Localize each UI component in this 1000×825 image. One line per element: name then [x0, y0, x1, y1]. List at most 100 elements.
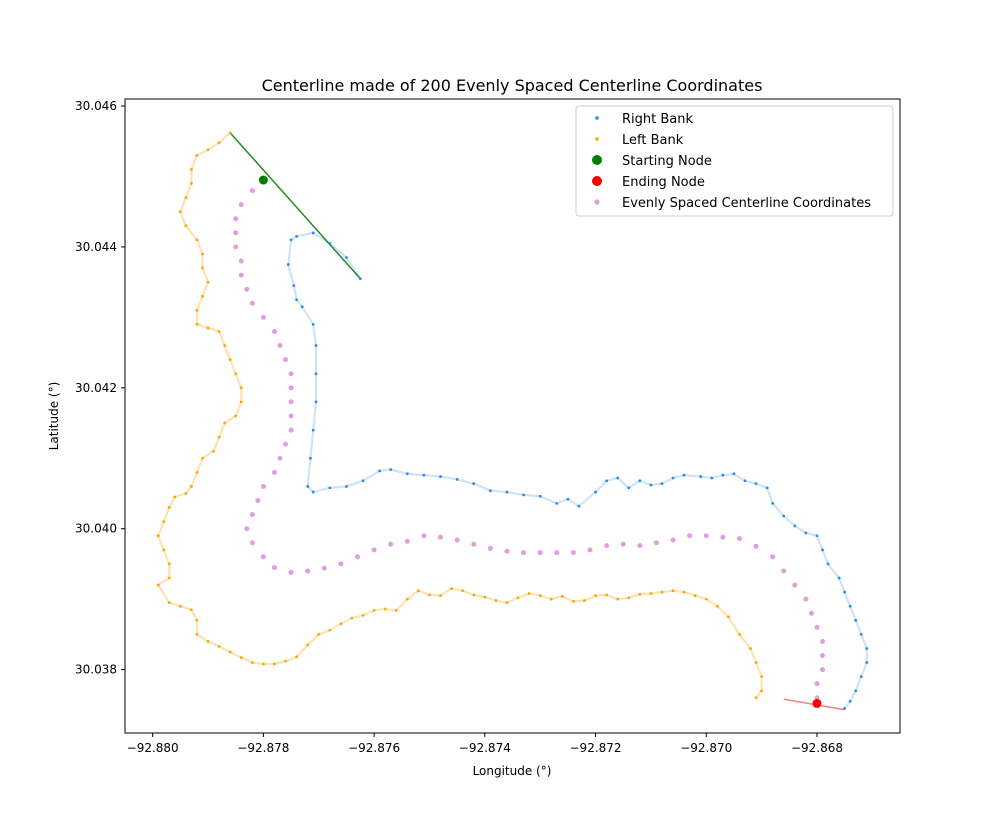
- centerline-point: [814, 695, 820, 701]
- left-bank-point: [206, 148, 210, 152]
- left-bank-point: [306, 643, 310, 647]
- centerline-point: [703, 533, 709, 539]
- legend-label: Ending Node: [622, 175, 705, 190]
- left-bank-point: [206, 326, 210, 330]
- legend-label: Evenly Spaced Centerline Coordinates: [622, 196, 871, 211]
- left-bank-point: [201, 266, 204, 270]
- centerline-point: [388, 541, 394, 547]
- legend-marker: [592, 176, 602, 186]
- left-bank-point: [239, 656, 243, 660]
- centerline-point: [404, 538, 410, 544]
- left-bank-point: [505, 601, 509, 605]
- right-bank-point: [311, 323, 315, 326]
- legend-label: Right Bank: [622, 112, 693, 127]
- centerline-point: [321, 565, 327, 571]
- left-bank-point: [339, 622, 343, 626]
- right-bank-point: [472, 482, 476, 486]
- axes-frame: [124, 98, 901, 734]
- centerline-point: [587, 547, 593, 553]
- legend-marker: [595, 137, 599, 141]
- left-bank-point: [195, 470, 199, 474]
- right-bank-point: [627, 486, 631, 490]
- left-bank-point: [754, 661, 758, 664]
- left-bank-point: [726, 615, 730, 619]
- left-bank-point: [361, 613, 365, 617]
- right-bank-point: [422, 473, 426, 477]
- centerline-point: [249, 512, 255, 518]
- centerline-point: [570, 550, 576, 556]
- left-bank-point: [167, 576, 171, 580]
- left-bank-point: [760, 689, 764, 693]
- centerline-point: [537, 550, 543, 556]
- left-bank-point: [317, 632, 321, 636]
- left-bank-point: [228, 131, 232, 135]
- left-bank-point: [372, 609, 376, 612]
- left-bank-point: [472, 593, 476, 597]
- legend-marker: [595, 116, 599, 120]
- right-bank-point: [732, 472, 736, 476]
- centerline-point: [814, 624, 820, 630]
- centerline-point: [820, 667, 825, 673]
- left-bank-point: [704, 597, 708, 601]
- right-bank-point: [793, 524, 797, 528]
- centerline-point: [653, 540, 659, 546]
- right-bank-point: [804, 531, 808, 535]
- centerline-point: [753, 543, 759, 549]
- x-axis-label: Longitude (°): [473, 764, 552, 778]
- left-bank-point: [693, 594, 697, 598]
- left-bank-point: [217, 141, 221, 145]
- right-bank-point: [743, 479, 747, 483]
- legend-marker: [594, 199, 600, 205]
- centerline-point: [249, 188, 255, 194]
- right-bank-point: [865, 661, 869, 664]
- left-bank-point: [754, 696, 758, 700]
- right-bank-point: [854, 689, 858, 693]
- centerline-point: [454, 537, 460, 543]
- left-bank-point: [173, 495, 177, 499]
- centerline-point: [604, 543, 610, 549]
- right-bank-point: [314, 344, 318, 347]
- left-bank-point: [261, 662, 265, 666]
- right-bank-point: [311, 490, 315, 494]
- right-bank-trace: [287, 231, 868, 710]
- left-bank-point: [184, 196, 188, 200]
- left-bank-point: [228, 650, 232, 654]
- right-bank-point: [328, 242, 332, 245]
- centerline-point: [233, 244, 239, 250]
- x-tick-label: −92.876: [348, 741, 400, 755]
- right-bank-point: [594, 490, 597, 494]
- left-bank-point: [195, 308, 199, 312]
- centerline-point: [238, 258, 244, 264]
- centerline-point: [355, 554, 360, 560]
- centerline-point: [288, 385, 294, 391]
- right-bank-point: [389, 468, 393, 471]
- centerline-point: [260, 314, 266, 320]
- centerline-point: [233, 216, 239, 222]
- centerline-point: [288, 371, 294, 377]
- right-bank-point: [358, 277, 362, 281]
- right-bank-point: [682, 473, 686, 477]
- legend-box: [575, 105, 894, 217]
- left-bank-point: [273, 662, 276, 666]
- y-tick-label: 30.044: [75, 240, 117, 254]
- left-bank-point: [156, 534, 160, 538]
- centerline-point: [471, 541, 477, 547]
- centerline-point: [820, 638, 825, 644]
- centerline-point: [487, 545, 493, 551]
- axis-ticks: −92.880 −92.878 −92.876 −92.874 −92.872 −92.8…: [75, 99, 843, 755]
- left-bank-point: [560, 594, 564, 598]
- left-bank-point: [223, 421, 227, 425]
- centerline-point: [260, 483, 266, 489]
- right-bank-point: [311, 428, 315, 432]
- left-bank-point: [461, 589, 465, 593]
- legend-marker: [592, 155, 602, 165]
- legend-label: Left Bank: [622, 133, 684, 148]
- centerline-point: [283, 357, 289, 363]
- right-bank-point: [671, 476, 675, 480]
- right-bank-point: [638, 479, 642, 483]
- y-tick-label: 30.040: [75, 522, 117, 536]
- centerline-point: [244, 286, 250, 292]
- right-bank-point: [765, 486, 769, 490]
- centerline-point: [244, 526, 250, 532]
- centerline-point: [521, 550, 527, 556]
